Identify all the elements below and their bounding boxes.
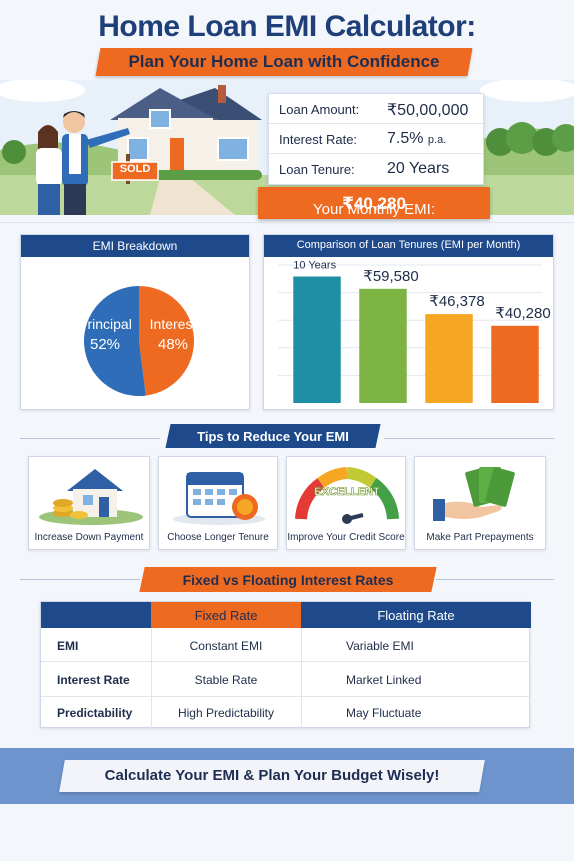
section-divider — [0, 222, 574, 223]
interest-rate-label: Interest Rate: — [279, 132, 358, 147]
cash-hand-icon — [433, 467, 515, 521]
pie-value-principal: 52% — [90, 336, 120, 353]
tip-card-credit-score: EXCELLENT Improve Your Credit Score — [286, 456, 406, 550]
tip-card-prepayments: Make Part Prepayments — [414, 456, 546, 550]
loan-tenure-value: 20 Years — [387, 160, 450, 177]
interest-rate-row: Interest Rate: 7.5% p.a. — [269, 124, 483, 154]
page-subtitle: Plan Your Home Loan with Confidence — [128, 52, 440, 71]
calendar-icon — [173, 472, 265, 525]
divider-left — [20, 438, 160, 439]
page-title: Home Loan EMI Calculator: — [98, 10, 476, 43]
pie-label-principal: Principal — [78, 316, 132, 332]
gauge-excellent-text: EXCELLENT — [314, 486, 380, 498]
tip-card-longer-tenure: Choose Longer Tenure — [158, 456, 278, 550]
table-cell-floating: Variable EMI — [346, 639, 414, 653]
rate-comparison-table: Fixed Rate Floating Rate EMI Constant EM… — [40, 601, 531, 729]
loan-details-card: Loan Amount: ₹50,00,000 Interest Rate: 7… — [268, 93, 484, 185]
emi-breakdown-title: EMI Breakdown — [21, 235, 249, 257]
credit-gauge-icon: EXCELLENT — [295, 467, 399, 524]
emi-breakdown-panel: EMI Breakdown Principal 52% Interest 48% — [20, 234, 250, 410]
table-header-empty — [41, 602, 151, 628]
monthly-emi-value: ₹40,280 — [342, 194, 406, 213]
tenure-comparison-bar-chart: ₹59,580 ₹46,378 ₹40,280 10 Years — [278, 260, 551, 403]
footer-text: Calculate Your EMI & Plan Your Budget Wi… — [104, 767, 440, 784]
tenure-bar-category-label: 10 Years — [293, 260, 336, 272]
divider-right-2 — [436, 579, 554, 580]
table-cell-fixed: High Predictability — [177, 706, 275, 720]
pie-slice-principal — [84, 286, 146, 396]
fixed-vs-floating-title: Fixed vs Floating Interest Rates — [182, 572, 394, 588]
tenure-bar-value-label: ₹46,378 — [429, 293, 484, 310]
tenure-bar-value-label: ₹40,280 — [495, 305, 550, 322]
table-row-label: Interest Rate — [57, 673, 130, 687]
sold-sign-text: SOLD — [119, 163, 151, 175]
table-row-label: Predictability — [57, 706, 133, 720]
table-cell-fixed: Stable Rate — [194, 673, 258, 687]
table-row-line — [41, 661, 529, 662]
table-col-line — [301, 628, 302, 729]
tip-card-down-payment: Increase Down Payment — [28, 456, 150, 550]
pie-label-interest: Interest — [150, 316, 197, 332]
tenure-comparison-panel: Comparison of Loan Tenures (EMI per Mont… — [263, 234, 554, 410]
monthly-emi-text: Your Monthly EMI: ₹40,280 — [258, 194, 490, 218]
loan-amount-row: Loan Amount: ₹50,00,000 — [269, 94, 483, 124]
loan-amount-value: ₹50,00,000 — [387, 102, 469, 119]
table-cell-floating: May Fluctuate — [346, 706, 422, 720]
monthly-emi-banner: Your Monthly EMI: ₹40,280 — [258, 187, 490, 219]
table-cell-floating: Market Linked — [346, 673, 422, 687]
interest-rate-number: 7.5% — [387, 130, 424, 147]
tip-label-prepayments: Make Part Prepayments — [426, 532, 534, 543]
tenure-bar-0 — [293, 276, 341, 403]
table-row-line — [41, 696, 529, 697]
table-row-label: EMI — [57, 639, 79, 653]
loan-tenure-label: Loan Tenure: — [279, 162, 355, 177]
house-coins-icon — [39, 469, 143, 525]
loan-tenure-row: Loan Tenure: 20 Years — [269, 154, 483, 184]
interest-rate-unit: p.a. — [427, 134, 447, 146]
tenure-bar-value-label: ₹59,580 — [363, 268, 418, 285]
tenure-bar-1 — [359, 288, 407, 403]
table-col-line — [151, 628, 152, 729]
pie-slice-interest — [139, 286, 195, 396]
table-header-floating: Floating Rate — [301, 602, 531, 628]
table-header-fixed: Fixed Rate — [151, 602, 301, 628]
tips-title: Tips to Reduce Your EMI — [197, 429, 349, 444]
divider-left-2 — [20, 579, 140, 580]
tenure-bar-2 — [425, 314, 473, 403]
table-cell-fixed: Constant EMI — [189, 639, 263, 653]
tenure-comparison-title: Comparison of Loan Tenures (EMI per Mont… — [264, 235, 553, 257]
tip-label-longer-tenure: Choose Longer Tenure — [167, 532, 269, 543]
loan-amount-label: Loan Amount: — [279, 102, 360, 117]
monthly-emi-label: Your Monthly EMI: — [313, 201, 435, 218]
pie-value-interest: 48% — [158, 336, 188, 353]
tenure-bar-3 — [491, 325, 539, 403]
interest-rate-value: 7.5% p.a. — [387, 130, 446, 148]
tip-label-down-payment: Increase Down Payment — [34, 532, 144, 543]
tip-label-credit-score: Improve Your Credit Score — [287, 532, 405, 543]
emi-breakdown-pie-chart: Principal 52% Interest 48% — [78, 286, 197, 396]
divider-right — [384, 438, 554, 439]
